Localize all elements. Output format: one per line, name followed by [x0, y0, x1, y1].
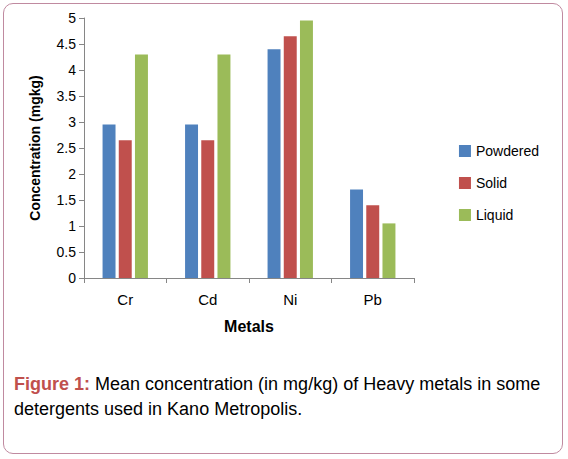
- svg-text:2: 2: [68, 166, 76, 182]
- svg-text:4.5: 4.5: [57, 36, 77, 52]
- svg-text:Solid: Solid: [476, 175, 507, 191]
- svg-text:4: 4: [68, 62, 76, 78]
- svg-text:Ni: Ni: [283, 291, 297, 308]
- svg-text:2.5: 2.5: [57, 140, 77, 156]
- svg-text:3: 3: [68, 114, 76, 130]
- svg-text:Pb: Pb: [364, 291, 382, 308]
- svg-text:0: 0: [68, 270, 76, 286]
- svg-text:Cr: Cr: [117, 291, 133, 308]
- svg-text:Metals: Metals: [224, 318, 274, 335]
- svg-text:Powdered: Powdered: [476, 143, 539, 159]
- svg-text:1.5: 1.5: [57, 192, 77, 208]
- svg-text:5: 5: [68, 10, 76, 26]
- svg-text:1: 1: [68, 218, 76, 234]
- svg-text:Cd: Cd: [198, 291, 217, 308]
- html-text:Figure 1: Mean concentration (: Figure 1: Mean concentration (in mg/kg) …: [14, 374, 541, 419]
- svg-text:Concentration (mgkg): Concentration (mgkg): [27, 75, 43, 220]
- svg-text:0.5: 0.5: [57, 244, 77, 260]
- svg-text:Liquid: Liquid: [476, 207, 513, 223]
- svg-text:3.5: 3.5: [57, 88, 77, 104]
